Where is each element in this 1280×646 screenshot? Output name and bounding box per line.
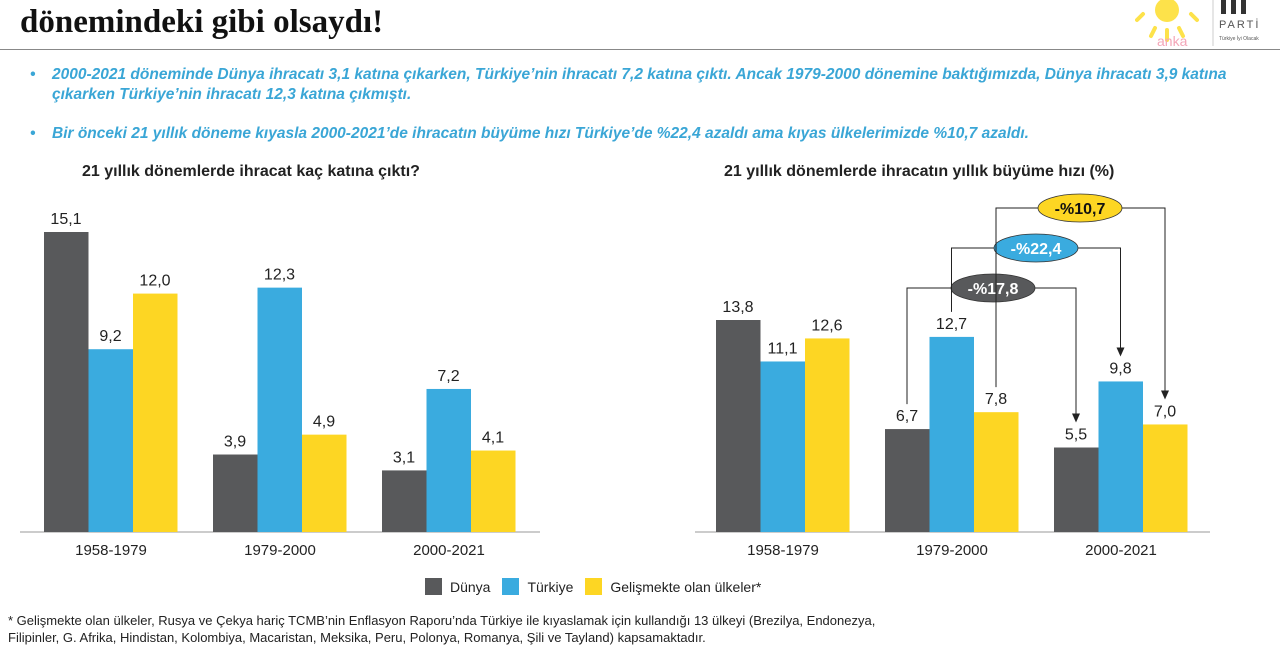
sun-logo-icon: anka PARTİ Türkiye İyi Olacak [1135,0,1260,48]
bar [133,293,178,532]
annotation-badge [1037,193,1123,223]
logo: anka PARTİ Türkiye İyi Olacak [1135,0,1275,48]
left-chart-title: 21 yıllık dönemlerde ihracat kaç katına … [82,163,420,180]
bullet-1: • 2000-2021 döneminde Dünya ihracatı 3,1 … [30,65,1270,105]
data-label: 13,8 [722,299,753,316]
bullet-text: 2000-2021 döneminde Dünya ihracatı 3,1 k… [52,66,1227,103]
bullet-dot: • [30,125,36,142]
annotation-connector [1036,247,1121,349]
legend-label: Dünya [450,578,491,595]
data-label: 4,9 [313,414,335,431]
bar [471,450,516,532]
divider [0,49,1280,50]
bar [1143,424,1188,532]
data-label: 4,1 [482,430,504,447]
footnote: * Gelişmekte olan ülkeler, Rusya ve Çeky… [8,613,876,645]
data-label: 11,1 [768,340,798,357]
x-tick-label: 2000-2021 [1085,542,1157,559]
legend-swatch-turkiye [502,578,520,595]
data-label: 9,2 [99,328,121,345]
svg-text:anka: anka [1157,33,1188,48]
data-label: 5,5 [1065,427,1087,444]
data-label: 3,9 [224,434,246,451]
svg-text:Türkiye İyi Olacak: Türkiye İyi Olacak [1219,35,1259,42]
legend-swatch-dunya [425,578,442,595]
bullet-dot: • [30,66,36,83]
bar [88,349,133,532]
bar [302,434,347,532]
legend-swatch-gelismekte [585,578,603,595]
x-tick-label: 1958-1979 [747,542,819,559]
page-title: dönemindeki gibi olsaydı! [20,4,384,40]
bar [974,412,1019,532]
svg-text:PARTİ: PARTİ [1219,18,1260,31]
arrow-head-icon [1161,390,1169,400]
data-label: 7,2 [437,368,459,385]
legend: Dünya Türkiye Gelişmekte olan ülkeler* [425,578,761,595]
x-tick-label: 1979-2000 [916,542,988,559]
bar [213,454,258,532]
legend-label: Türkiye [527,578,574,595]
arrow-head-icon [1072,413,1080,423]
x-tick-label: 1979-2000 [244,542,316,559]
bar [426,388,471,532]
bar [716,320,761,532]
bullet-text: Bir önceki 21 yıllık döneme kıyasla 2000… [52,125,1029,142]
right-chart-title: 21 yıllık dönemlerde ihracatın yıllık bü… [724,163,1115,180]
bar [805,338,850,532]
bar [44,232,89,532]
data-label: 7,0 [1154,403,1176,420]
bar [929,336,974,532]
bar [257,287,302,532]
bar [1098,381,1143,532]
x-tick-label: 1958-1979 [75,542,147,559]
data-label: 6,7 [896,408,918,425]
data-label: 3,1 [393,449,415,466]
bar [1054,447,1099,532]
data-label: 15,1 [50,211,81,228]
x-tick-label: 2000-2021 [413,542,485,559]
annotation-text: -%10,7 [1055,201,1106,218]
bar [760,361,805,532]
data-label: 12,0 [139,273,170,290]
data-label: 7,8 [985,391,1007,408]
arrow-head-icon [1116,347,1125,357]
annotation-text: -%22,4 [1011,241,1062,258]
annotation-badge [993,233,1079,263]
data-label: 9,8 [1109,360,1131,377]
bar [885,429,930,532]
annotation-text: -%17,8 [968,281,1019,298]
data-label: 12,6 [811,317,842,334]
data-label: 12,7 [936,316,967,333]
legend-label: Gelişmekte olan ülkeler* [610,578,762,595]
bar [382,470,427,532]
bullet-2: • Bir önceki 21 yıllık döneme kıyasla 200… [30,124,1270,144]
data-label: 12,3 [264,267,295,284]
